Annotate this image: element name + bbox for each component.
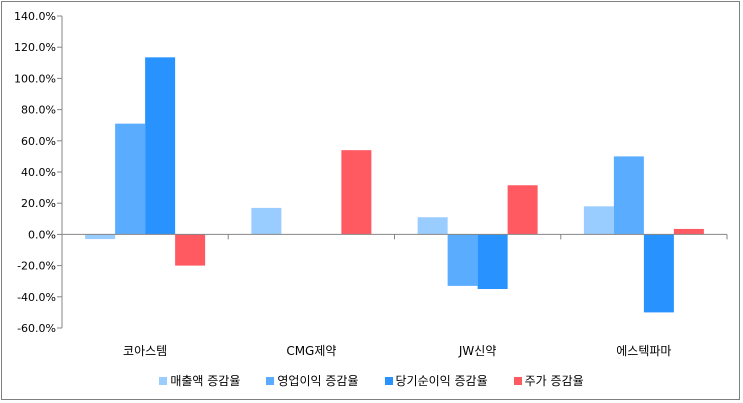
- legend-swatch: [159, 376, 168, 385]
- x-tick-label: CMG제약: [286, 343, 336, 358]
- bar: [175, 234, 206, 266]
- bar: [477, 234, 508, 289]
- bar: [251, 207, 282, 235]
- bar: [583, 206, 614, 235]
- legend: 매출액 증감율 영업이익 증감율 당기순이익 증감율 주가 증감율: [0, 372, 743, 389]
- bar: [341, 150, 372, 235]
- y-tick-label: 100.0%: [14, 72, 56, 85]
- y-tick-label: 80.0%: [21, 104, 56, 117]
- bar: [115, 123, 146, 235]
- legend-label: 매출액 증감율: [170, 374, 241, 388]
- legend-item: 주가 증감율: [513, 372, 584, 389]
- y-tick-label: -60.0%: [17, 322, 56, 335]
- legend-label: 당기순이익 증감율: [395, 374, 488, 388]
- bar: [447, 234, 478, 286]
- y-tick-label: 120.0%: [14, 41, 56, 54]
- legend-label: 영업이익 증감율: [277, 374, 359, 388]
- bar: [673, 228, 704, 235]
- bar: [643, 234, 674, 313]
- legend-swatch: [513, 376, 522, 385]
- x-tick-label: JW신약: [458, 343, 497, 358]
- y-tick-label: 60.0%: [21, 135, 56, 148]
- bar: [145, 57, 176, 235]
- y-tick-label: -40.0%: [17, 291, 56, 304]
- x-tick-label: 에스텍파마: [616, 344, 671, 358]
- bar: [417, 217, 448, 235]
- bar: [85, 234, 116, 240]
- legend-item: 매출액 증감율: [159, 372, 240, 389]
- y-tick-label: 40.0%: [21, 166, 56, 179]
- legend-label: 주가 증감율: [524, 374, 584, 388]
- y-tick-label: 20.0%: [21, 197, 56, 210]
- legend-item: 당기순이익 증감율: [384, 372, 488, 389]
- y-tick-label: 140.0%: [14, 10, 56, 23]
- legend-swatch: [384, 376, 393, 385]
- legend-item: 영업이익 증감율: [266, 372, 359, 389]
- bar: [613, 156, 644, 235]
- y-tick-label: 0.0%: [28, 228, 56, 241]
- y-tick-label: -20.0%: [17, 260, 56, 273]
- legend-swatch: [266, 376, 275, 385]
- bar: [507, 185, 538, 235]
- x-tick-label: 코아스템: [123, 344, 167, 358]
